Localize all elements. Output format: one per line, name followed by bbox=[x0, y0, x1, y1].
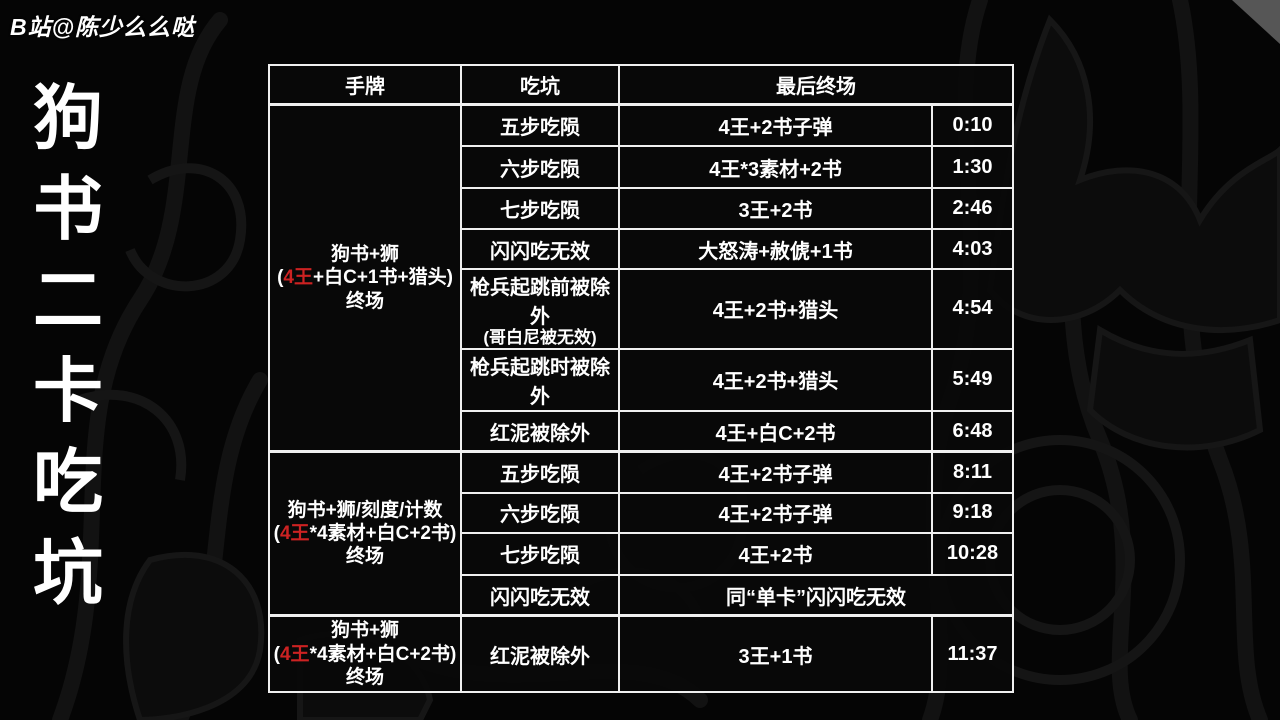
table-row: 闪闪吃无效 大怒涛+赦俿+1书 4:03 bbox=[269, 228, 1014, 270]
hand-line2: (4王+白C+1书+猎头) bbox=[277, 267, 453, 289]
result-cell: 3王+1书 bbox=[618, 614, 933, 693]
pit-cell: 五步吃陨 bbox=[460, 102, 620, 147]
header-final: 最后终场 bbox=[618, 64, 1014, 105]
table-row: 六步吃陨 4王*3素材+2书 1:30 bbox=[269, 145, 1014, 189]
timestamp-cell: 1:30 bbox=[931, 145, 1014, 189]
title-char: 坑 bbox=[33, 534, 103, 612]
title-char: 狗 bbox=[33, 79, 103, 157]
hand-line3: 终场 bbox=[345, 666, 384, 688]
timestamp-cell: 0:10 bbox=[931, 102, 1014, 147]
group1-hand-cell: 狗书+狮 (4王+白C+1书+猎头) 终场 bbox=[268, 102, 462, 453]
result-cell: 4王+2书子弹 bbox=[618, 102, 933, 147]
result-cell: 3王+2书 bbox=[618, 187, 933, 230]
pit-cell: 闪闪吃无效 bbox=[460, 228, 620, 270]
result-cell: 4王+2书+猎头 bbox=[618, 268, 933, 350]
table-row: 枪兵起跳前被除外 (哥白尼被无效) 4王+2书+猎头 4:54 bbox=[269, 268, 1014, 350]
result-cell: 4王+2书 bbox=[618, 531, 933, 576]
hand-line1: 狗书+狮 bbox=[330, 244, 400, 266]
red-highlight: 4王 bbox=[279, 643, 310, 665]
timestamp-cell: 2:46 bbox=[931, 187, 1014, 230]
table-row: 红泥被除外 4王+白C+2书 6:48 bbox=[269, 409, 1014, 453]
table-header-row: 手牌 吃坑 最后终场 bbox=[268, 64, 1014, 105]
table-row: 狗书+狮 (4王*4素材+白C+2书) 终场 红泥被除外 3王+1书 11:37 bbox=[268, 614, 1014, 693]
table-row: 狗书+狮/刻度/计数 (4王*4素材+白C+2书) 终场 五步吃陨 4王+2书子… bbox=[268, 450, 1014, 617]
title-char: 吃 bbox=[33, 443, 103, 521]
pit-cell: 枪兵起跳前被除外 (哥白尼被无效) bbox=[460, 268, 620, 350]
title-char: 二 bbox=[33, 261, 103, 339]
pit-subnote: (哥白尼被无效) bbox=[483, 328, 597, 347]
pit-cell: 红泥被除外 bbox=[460, 409, 620, 453]
result-cell: 4王+2书+猎头 bbox=[618, 347, 933, 412]
table-row: 闪闪吃无效 同“单卡”闪闪吃无效 bbox=[269, 573, 1014, 617]
hand-line3: 终场 bbox=[345, 290, 384, 312]
pit-cell: 六步吃陨 bbox=[460, 145, 620, 189]
red-highlight: 4王 bbox=[283, 267, 313, 289]
table-row: 六步吃陨 4王+2书子弹 9:18 bbox=[269, 491, 1014, 534]
title-char: 书 bbox=[33, 170, 103, 248]
title-char: 卡 bbox=[33, 352, 103, 430]
timestamp-cell: 6:48 bbox=[931, 409, 1014, 453]
pit-cell: 枪兵起跳时被除外 bbox=[460, 347, 620, 412]
corner-wedge bbox=[1232, 0, 1280, 44]
pit-cell: 红泥被除外 bbox=[460, 614, 620, 693]
timestamp-cell: 8:11 bbox=[931, 450, 1014, 494]
pit-cell: 闪闪吃无效 bbox=[460, 573, 620, 617]
pit-cell: 六步吃陨 bbox=[460, 491, 620, 534]
result-cell: 大怒涛+赦俿+1书 bbox=[618, 228, 933, 270]
result-cell-merged: 同“单卡”闪闪吃无效 bbox=[618, 573, 1014, 617]
pit-cell: 五步吃陨 bbox=[460, 450, 620, 494]
result-cell: 4王+2书子弹 bbox=[618, 491, 933, 534]
table-row: 七步吃陨 3王+2书 2:46 bbox=[269, 187, 1014, 230]
result-cell: 4王+白C+2书 bbox=[618, 409, 933, 453]
timestamp-cell: 11:37 bbox=[931, 614, 1014, 693]
result-cell: 4王+2书子弹 bbox=[618, 450, 933, 494]
hand-line2: (4王*4素材+白C+2书) bbox=[273, 643, 457, 665]
timestamp-cell: 5:49 bbox=[931, 347, 1014, 412]
table-row: 七步吃陨 4王+2书 10:28 bbox=[269, 531, 1014, 576]
header-hand: 手牌 bbox=[268, 64, 462, 105]
hand-line1: 狗书+狮/刻度/计数 bbox=[287, 500, 443, 522]
header-pit: 吃坑 bbox=[460, 64, 620, 105]
group2-hand-cell: 狗书+狮/刻度/计数 (4王*4素材+白C+2书) 终场 bbox=[268, 450, 462, 617]
timestamp-cell: 4:03 bbox=[931, 228, 1014, 270]
timestamp-cell: 4:54 bbox=[931, 268, 1014, 350]
timestamp-cell: 9:18 bbox=[931, 491, 1014, 534]
hand-line3: 终场 bbox=[345, 546, 384, 568]
group3-hand-cell: 狗书+狮 (4王*4素材+白C+2书) 终场 bbox=[268, 614, 462, 693]
table-row: 枪兵起跳时被除外 4王+2书+猎头 5:49 bbox=[269, 347, 1014, 412]
pitfall-timestamp-table: 手牌 吃坑 最后终场 狗书+狮 (4王+白C+1书+猎头) 终场 五步吃陨 4王… bbox=[268, 64, 1014, 693]
table-row: 狗书+狮 (4王+白C+1书+猎头) 终场 五步吃陨 4王+2书子弹 0:10 bbox=[268, 102, 1014, 453]
hand-line2: (4王*4素材+白C+2书) bbox=[273, 523, 457, 545]
hand-line1: 狗书+狮 bbox=[330, 620, 400, 642]
vertical-page-title: 狗 书 二 卡 吃 坑 bbox=[26, 74, 110, 620]
timestamp-cell: 10:28 bbox=[931, 531, 1014, 576]
result-cell: 4王*3素材+2书 bbox=[618, 145, 933, 189]
pit-cell: 七步吃陨 bbox=[460, 187, 620, 230]
pit-cell: 七步吃陨 bbox=[460, 531, 620, 576]
red-highlight: 4王 bbox=[279, 523, 310, 545]
watermark-bilibili-credit: B站@陈少么么哒 bbox=[10, 14, 196, 40]
